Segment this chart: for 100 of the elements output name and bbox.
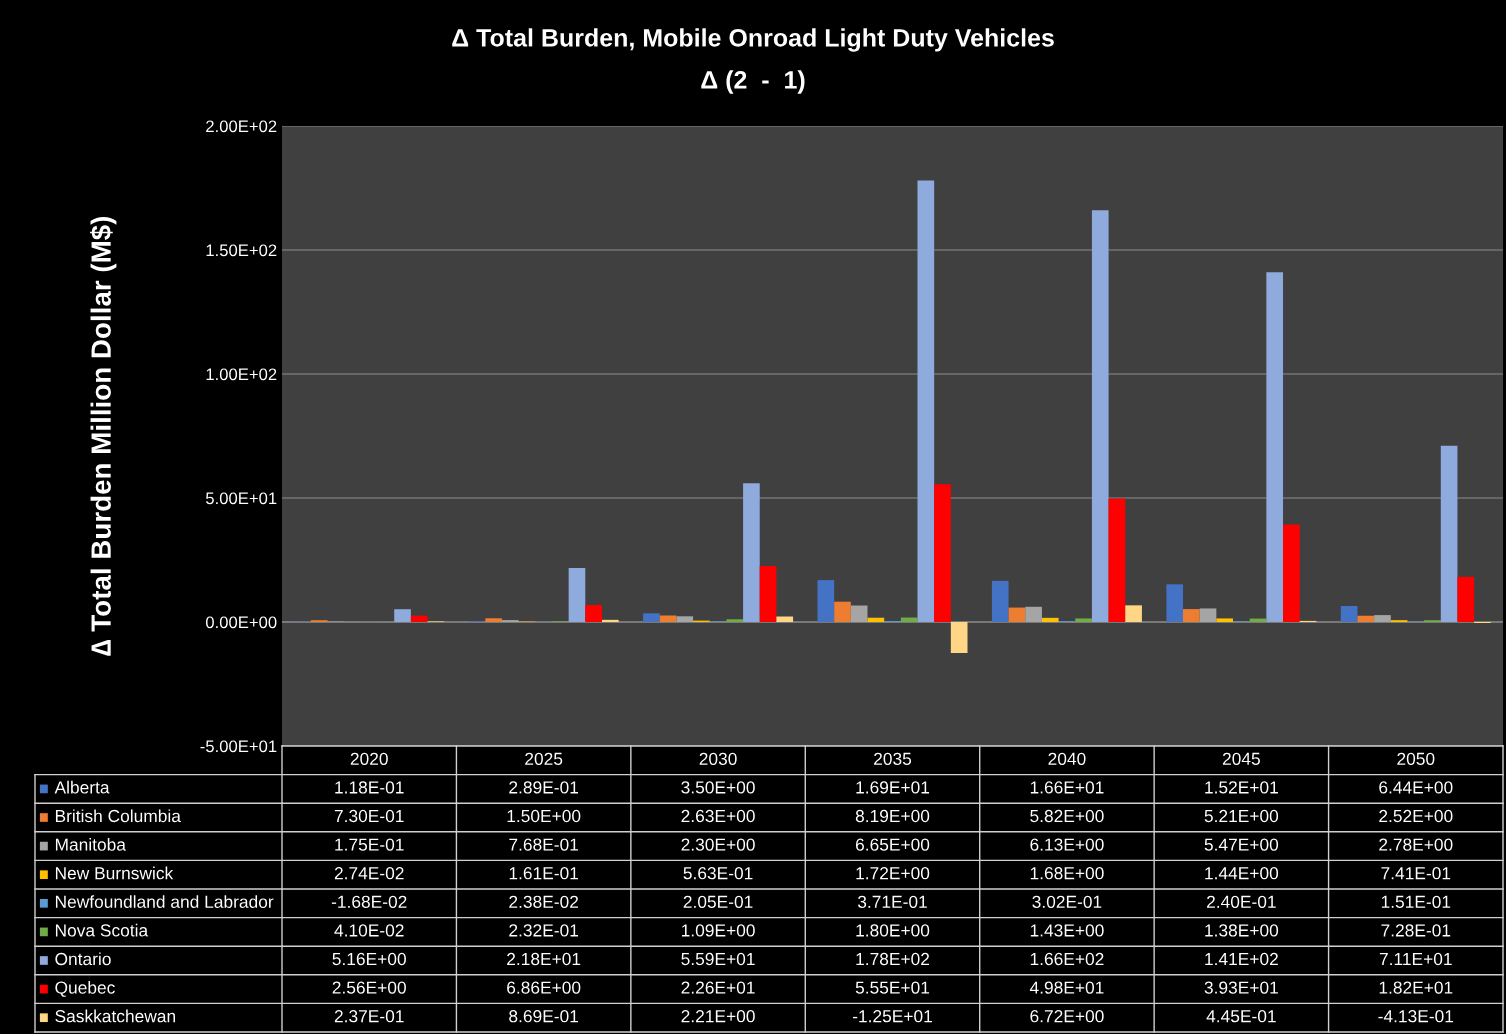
- data-label: 6.65E+00: [855, 838, 930, 851]
- data-label: 1.41E+02: [1205, 952, 1278, 966]
- data-label: 5.82E+00: [1030, 809, 1104, 823]
- bar: [659, 615, 677, 622]
- bar: [867, 617, 885, 622]
- data-label: 2.74E-02: [334, 867, 404, 880]
- bar: [1457, 576, 1475, 622]
- y-axis-title: ∆ Total Burden Million Dollar (M$): [90, 216, 117, 656]
- bar: [1266, 272, 1284, 622]
- data-label: 6.13E+00: [1030, 838, 1104, 851]
- data-label: 6.86E+00: [507, 981, 581, 994]
- data-label: 4.10E-02: [334, 924, 404, 937]
- bar: [676, 616, 694, 622]
- data-label: 7.41E-01: [1381, 867, 1451, 880]
- bar: [1357, 615, 1375, 622]
- data-label: 5.55E+01: [855, 981, 930, 994]
- data-label: 3.50E+00: [681, 781, 755, 794]
- y-tick-label: 1.50E+02: [206, 244, 277, 257]
- bar: [950, 622, 968, 653]
- data-label: 1.68E+00: [1030, 867, 1104, 880]
- bar: [410, 615, 428, 622]
- data-label: 1.18E-01: [335, 781, 404, 794]
- data-label: 1.51E-01: [1381, 895, 1451, 908]
- data-label: 5.47E+00: [1204, 838, 1279, 851]
- bar: [1025, 606, 1042, 622]
- data-label: 7.28E-01: [1381, 924, 1451, 937]
- data-label: 6.72E+00: [1030, 1010, 1104, 1023]
- data-label: 2.89E-01: [509, 781, 579, 794]
- y-tick-label: 0.00E+00: [205, 616, 277, 629]
- legend-label: Nova Scotia: [55, 923, 149, 937]
- data-label: 2.63E+00: [681, 809, 755, 823]
- legend-label: Saskkatchewan: [55, 1009, 175, 1023]
- bar: [1008, 607, 1026, 622]
- data-label: 2.18E+01: [507, 952, 581, 966]
- legend-label: Ontario: [55, 952, 111, 966]
- data-label: 2.32E-01: [509, 924, 579, 937]
- data-label: 1.50E+00: [507, 809, 581, 823]
- bar: [1125, 605, 1142, 622]
- bar: [1091, 210, 1109, 622]
- data-label: 2.56E+00: [332, 981, 406, 994]
- data-label: 8.69E-01: [509, 1010, 579, 1023]
- bar: [1340, 606, 1358, 622]
- y-tick-label: 2.00E+02: [206, 120, 277, 133]
- data-label: 2.78E+00: [1379, 838, 1453, 851]
- bar: [1216, 618, 1234, 622]
- bar: [1199, 608, 1217, 622]
- data-label: 8.19E+00: [855, 809, 930, 823]
- data-label: 7.11E+01: [1379, 952, 1452, 966]
- bar: [1075, 618, 1092, 622]
- x-tick-label: 2050: [1397, 752, 1435, 765]
- bar: [900, 617, 918, 622]
- data-label: 2.21E+00: [681, 1010, 755, 1023]
- data-label: 2.37E-01: [334, 1010, 404, 1023]
- data-label: 1.61E-01: [509, 867, 579, 880]
- bar: [817, 580, 835, 622]
- data-label: -1.25E+01: [852, 1010, 932, 1023]
- bar: [759, 565, 777, 622]
- bar: [1041, 617, 1059, 622]
- data-label: 2.40E-01: [1207, 895, 1276, 908]
- bar: [394, 609, 411, 622]
- data-label: 3.71E-01: [857, 895, 927, 908]
- bar: [776, 616, 794, 622]
- data-label: -4.13E-01: [1378, 1010, 1454, 1023]
- legend-label: Manitoba: [55, 838, 126, 851]
- bar: [485, 618, 502, 622]
- legend-label: Quebec: [55, 981, 115, 997]
- x-tick-label: 2035: [874, 752, 912, 765]
- x-tick-label: 2025: [525, 752, 563, 765]
- data-label: -1.68E-02: [331, 895, 407, 908]
- data-label: 4.98E+01: [1029, 981, 1104, 994]
- bar: [1374, 615, 1391, 622]
- x-tick-label: 2020: [350, 752, 388, 765]
- data-label: 1.82E+01: [1379, 981, 1453, 994]
- data-label: 1.43E+00: [1030, 924, 1104, 937]
- data-label: 5.21E+00: [1204, 809, 1279, 823]
- data-label: 4.45E-01: [1206, 1010, 1276, 1023]
- data-label: 2.05E-01: [683, 895, 753, 908]
- bar: [850, 605, 868, 622]
- data-label: 1.66E+02: [1030, 952, 1104, 966]
- chart-title: Δ Total Burden, Mobile Onroad Light Duty Vehicles: [452, 28, 1054, 52]
- bar: [585, 604, 602, 622]
- y-tick-label: 5.00E+01: [205, 492, 277, 505]
- data-label: 5.63E-01: [683, 867, 753, 880]
- data-label: 3.93E+01: [1204, 981, 1278, 994]
- data-label: 2.26E+01: [681, 981, 755, 994]
- x-tick-label: 2040: [1048, 752, 1086, 765]
- bar: [934, 484, 951, 622]
- bar: [743, 483, 760, 622]
- y-tick-label: -5.00E+01: [200, 740, 277, 753]
- bar: [568, 567, 586, 622]
- bar: [1283, 524, 1300, 622]
- bar: [917, 180, 935, 622]
- data-label: 1.38E+00: [1205, 924, 1279, 937]
- data-label: 1.52E+01: [1205, 781, 1278, 794]
- bar: [1108, 498, 1126, 622]
- data-label: 1.69E+01: [856, 781, 930, 794]
- chart-subtitle: Δ (2 - 1): [701, 70, 805, 94]
- data-label: 7.68E-01: [509, 838, 579, 851]
- data-label: 5.59E+01: [681, 952, 755, 966]
- data-label: 1.09E+00: [681, 924, 755, 937]
